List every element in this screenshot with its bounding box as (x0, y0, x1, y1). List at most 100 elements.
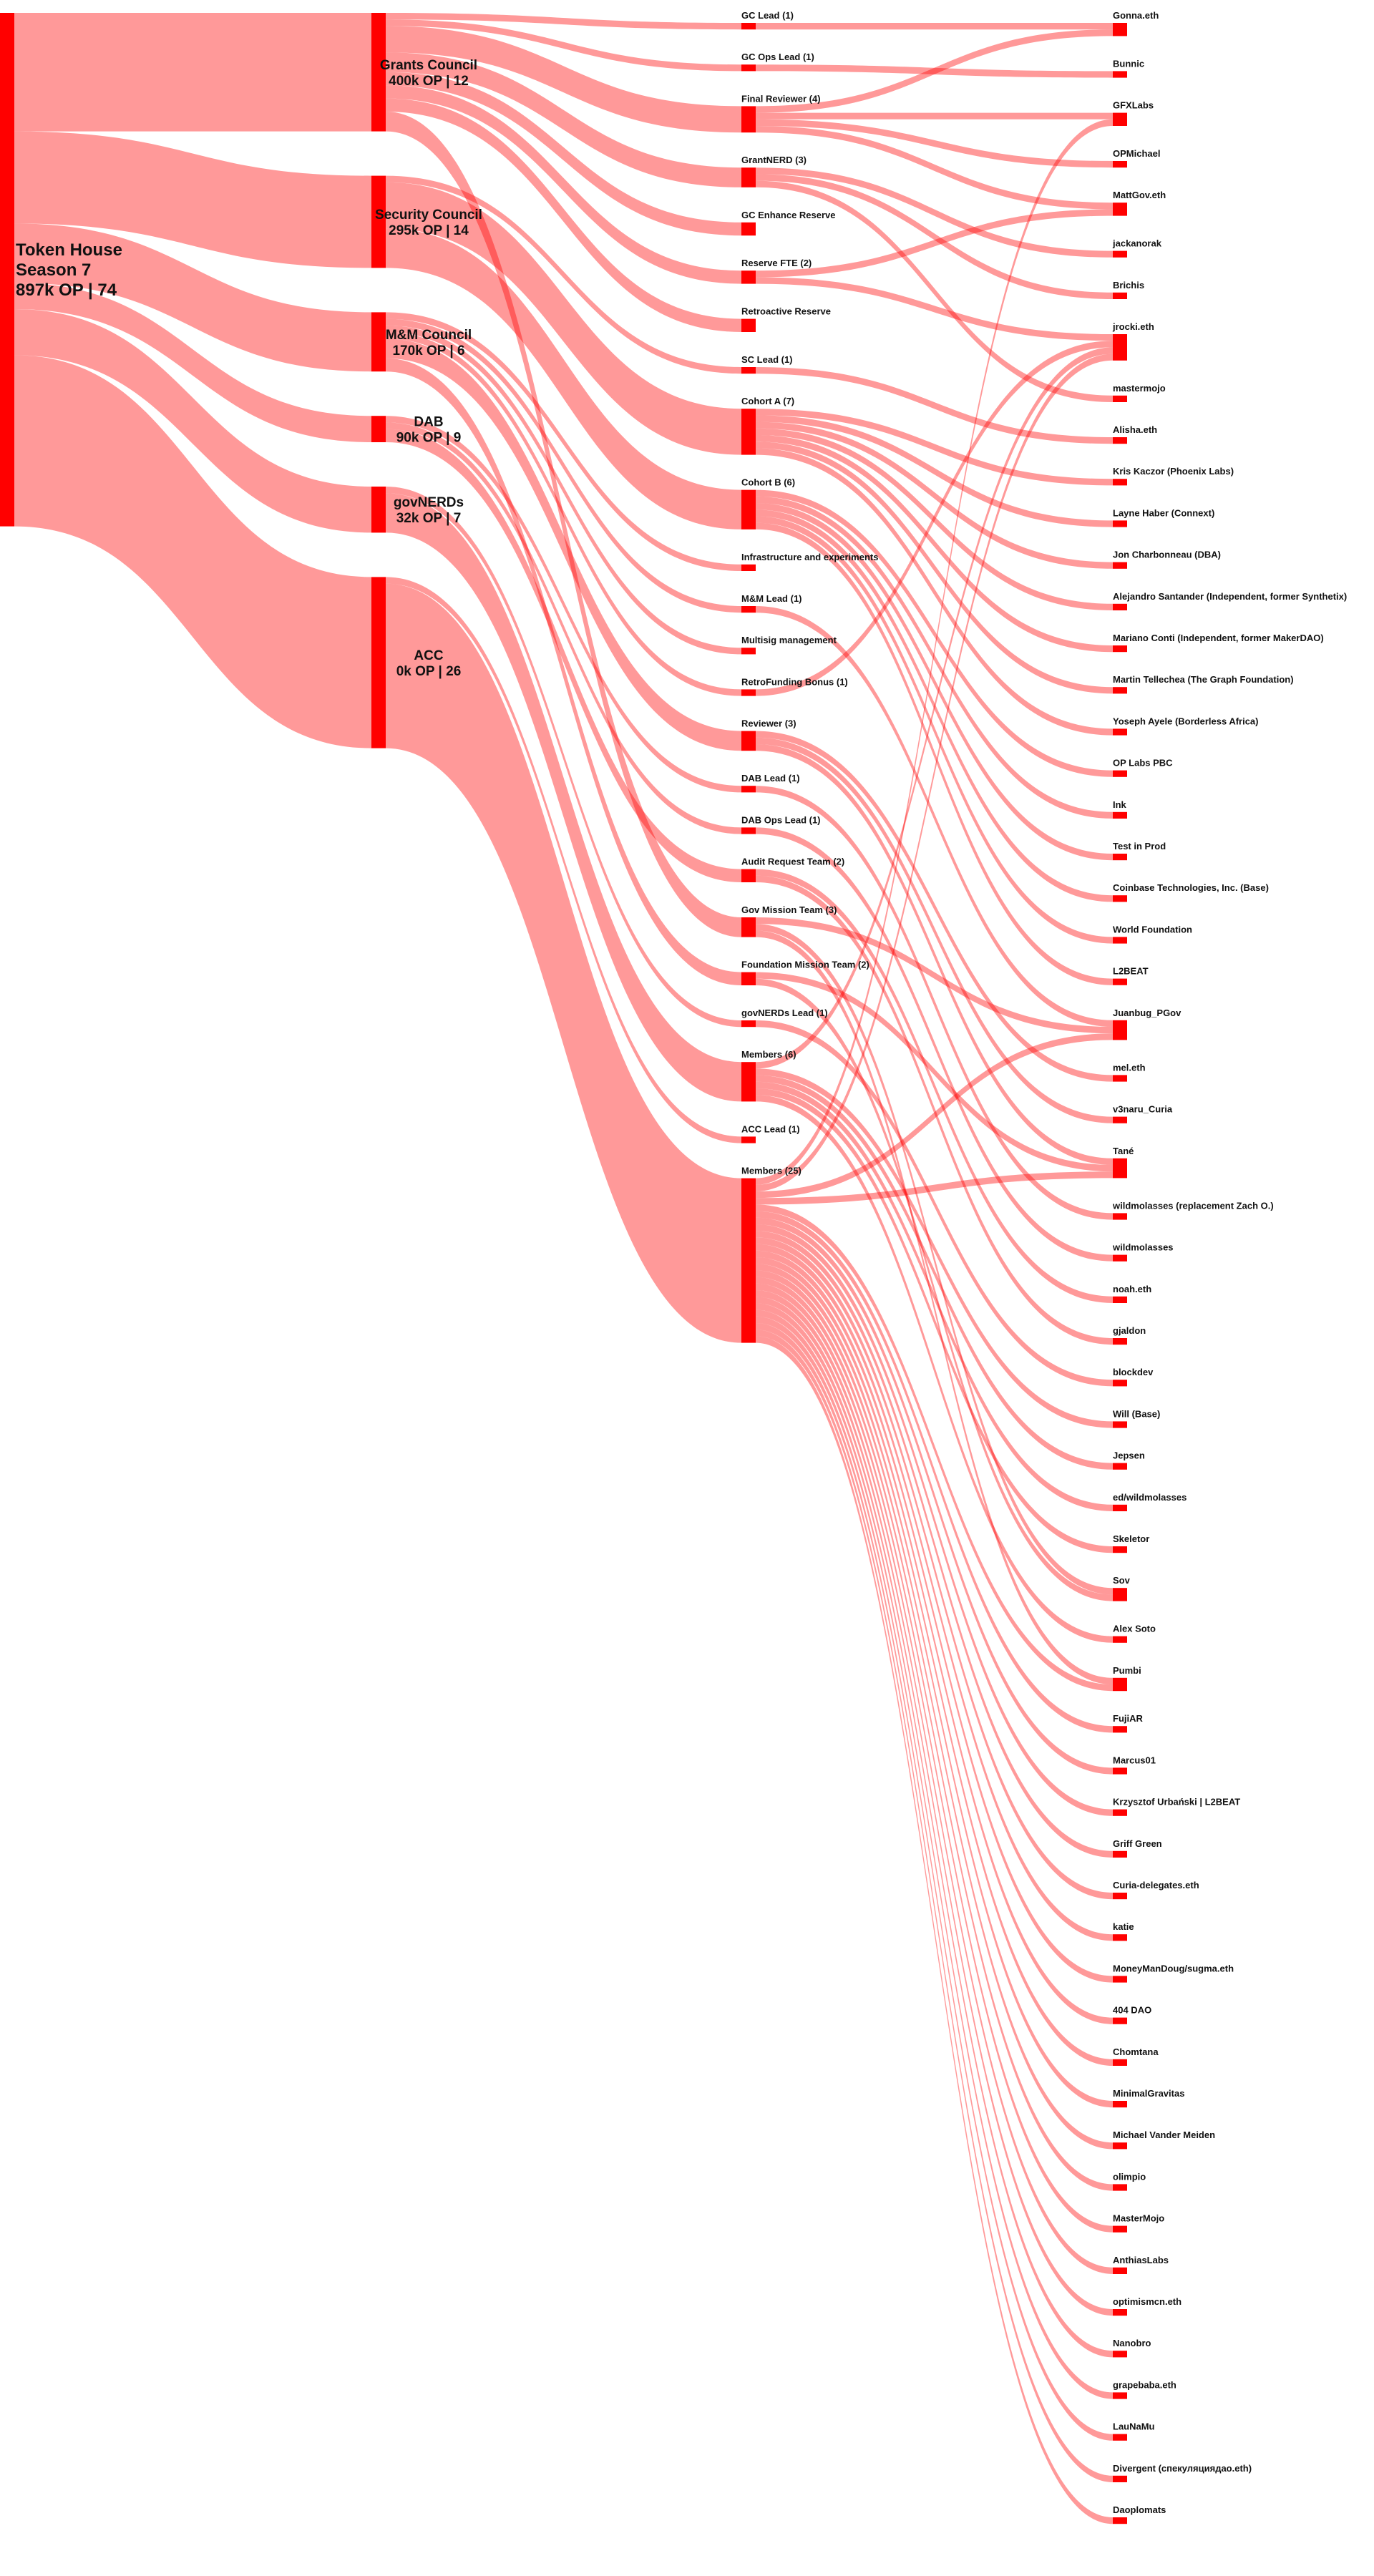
flow-link (756, 1283, 1113, 2191)
flow-link (756, 1244, 1113, 1941)
node (1113, 1934, 1127, 1941)
node-label: 897k OP | 74 (16, 280, 117, 300)
node-label: Layne Haber (Connext) (1113, 507, 1214, 518)
flow-link (756, 875, 1113, 1345)
node-label: AnthiasLabs (1113, 2255, 1169, 2265)
flow-link (756, 930, 1113, 1684)
node (1113, 1809, 1127, 1816)
node (1113, 1636, 1127, 1643)
flow-link (386, 175, 741, 374)
node-label: Bunnic (1113, 58, 1144, 69)
node-label: Members (6) (741, 1049, 796, 1060)
node-label: Gonna.eth (1113, 10, 1159, 21)
node (1113, 71, 1127, 78)
flow-link (756, 174, 1113, 299)
node (1113, 1254, 1127, 1262)
flow-link (386, 577, 741, 1143)
flow-link (756, 347, 1113, 1069)
flow-link (756, 119, 1113, 168)
node-label: 404 DAO (1113, 2005, 1151, 2016)
flow-link (386, 325, 741, 655)
node-label: 0k OP | 26 (396, 664, 462, 679)
node-label: DAB (414, 415, 443, 430)
flow-link (756, 972, 1113, 1172)
node-label: 295k OP | 14 (389, 223, 469, 238)
flow-link (756, 786, 1113, 1220)
node (1113, 728, 1127, 736)
node (1113, 1677, 1127, 1692)
flow-link (14, 223, 371, 372)
node (741, 222, 756, 236)
node (1113, 1850, 1127, 1858)
node (741, 167, 756, 187)
node-label: govNERDs (394, 495, 464, 510)
node (1113, 1213, 1127, 1220)
node-label: Martin Tellechea (The Graph Foundation) (1113, 674, 1294, 685)
flow-link (756, 119, 1113, 1185)
node-label: Alisha.eth (1113, 424, 1157, 435)
node-label: Reserve FTE (2) (741, 258, 812, 268)
node (741, 64, 756, 72)
flow-link (14, 283, 371, 442)
flow-link (756, 606, 1113, 1027)
flow-link (756, 1095, 1113, 1643)
node (1113, 1463, 1127, 1470)
flow-link (756, 978, 1113, 1601)
node (1113, 1296, 1127, 1303)
flow-link (386, 416, 741, 793)
flow-link (756, 1224, 1113, 1816)
node (1113, 292, 1127, 299)
node-label: Multisig management (741, 635, 837, 645)
node-label: MoneyManDoug/sugma.eth (1113, 1963, 1234, 1974)
node-label: Final Reviewer (4) (741, 93, 821, 104)
node-label: M&M Council (386, 328, 472, 343)
flow-link (756, 167, 1113, 258)
flow-link (386, 26, 741, 133)
flow-link (756, 1297, 1113, 2274)
node-label: Cohort B (6) (741, 477, 795, 488)
node (1113, 1504, 1127, 1511)
flow-link (756, 1290, 1113, 2233)
flow-link (386, 318, 741, 613)
node-label: MasterMojo (1113, 2213, 1164, 2224)
node (1113, 562, 1127, 569)
flow-link (756, 448, 1113, 736)
node-label: 400k OP | 12 (389, 74, 469, 89)
node (741, 489, 756, 530)
node (1113, 437, 1127, 444)
node-label: wildmolasses (1112, 1242, 1174, 1253)
node (741, 367, 756, 374)
flow-link (756, 1270, 1113, 2108)
flow-link (756, 731, 1113, 1082)
node-label: Token House (16, 240, 122, 260)
node (1113, 2101, 1127, 2108)
flow-link (386, 429, 741, 882)
node-label: LauNaMu (1113, 2421, 1155, 2432)
node-label: Curia-delegates.eth (1113, 1880, 1199, 1890)
node-label: Season 7 (16, 260, 91, 280)
node (741, 972, 756, 985)
flow-link (386, 52, 741, 187)
flow-link (386, 332, 741, 696)
flow-link (756, 1211, 1113, 1733)
node (741, 827, 756, 834)
node-label: MattGov.eth (1113, 190, 1166, 200)
node-label: Foundation Mission Team (2) (741, 960, 869, 970)
node-label: govNERDs Lead (1) (741, 1008, 828, 1018)
node (741, 564, 756, 571)
flow-link (756, 1303, 1113, 2316)
flow-link (756, 1316, 1113, 2399)
node-label: Audit Request Team (2) (741, 857, 844, 867)
flow-link (386, 72, 741, 236)
node (1113, 2309, 1127, 2316)
flow-link (386, 19, 741, 72)
node (741, 917, 756, 937)
flow-link (756, 435, 1113, 653)
node (1113, 1767, 1127, 1775)
node (1113, 2392, 1127, 2399)
nodes (0, 13, 1127, 2524)
node (1113, 23, 1127, 36)
node (1113, 1158, 1127, 1179)
